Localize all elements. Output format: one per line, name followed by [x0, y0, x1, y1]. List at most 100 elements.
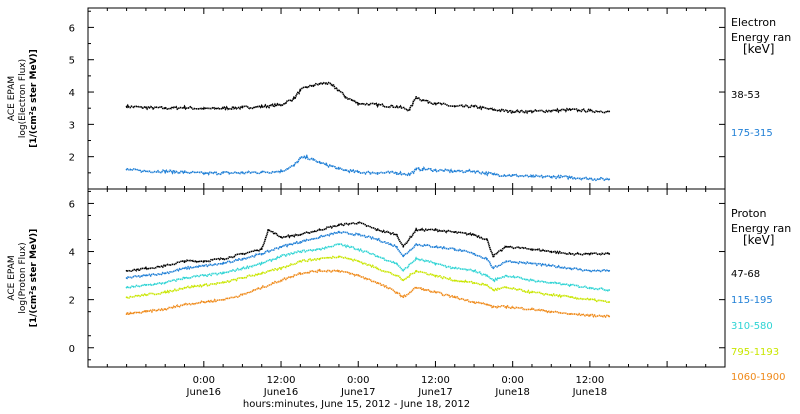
- data-point-38-53: [434, 102, 437, 105]
- data-point-47-68: [569, 253, 572, 255]
- data-point-47-68: [202, 260, 205, 263]
- electron-ylabel-line-3: [1/(cm²s ster MeV)]: [29, 49, 39, 148]
- data-point-175-315: [588, 177, 591, 180]
- data-point-175-315: [331, 165, 334, 168]
- data-point-310-580: [183, 277, 186, 279]
- electron-y-ticks: 2 3 4 5 6: [69, 10, 725, 174]
- data-point-175-315: [292, 164, 295, 167]
- data-point-38-53: [331, 84, 334, 87]
- data-point-1060-1900: [222, 298, 225, 301]
- data-point-38-53: [376, 104, 379, 106]
- data-point-47-68: [267, 228, 270, 231]
- data-point-795-1193: [183, 286, 186, 289]
- data-point-175-315: [145, 170, 147, 173]
- data-point-47-68: [505, 245, 508, 248]
- data-point-115-195: [202, 265, 205, 267]
- data-point-38-53: [473, 105, 475, 108]
- data-point-795-1193: [492, 289, 495, 291]
- proton-y-tick-label: 4: [69, 248, 75, 259]
- data-point-115-195: [492, 267, 495, 270]
- series-115-195: [125, 230, 610, 280]
- data-point-175-315: [125, 168, 128, 171]
- data-point-175-315: [395, 171, 398, 174]
- data-point-310-580: [505, 274, 508, 277]
- data-point-175-315: [350, 170, 353, 173]
- data-point-115-195: [415, 243, 418, 246]
- legend-item-38-53: 38-53: [731, 90, 760, 101]
- data-point-310-580: [395, 262, 398, 265]
- data-point-115-195: [338, 231, 340, 234]
- data-point-115-195: [125, 277, 128, 279]
- data-point-38-53: [357, 102, 360, 105]
- data-point-1060-1900: [125, 313, 128, 315]
- x-tick-day-label: June17: [340, 387, 376, 398]
- data-point-795-1193: [280, 267, 282, 270]
- data-point-47-68: [145, 267, 147, 270]
- data-point-47-68: [395, 233, 398, 236]
- data-point-47-68: [492, 255, 495, 258]
- data-point-47-68: [434, 228, 437, 231]
- data-point-310-580: [125, 286, 128, 289]
- data-point-795-1193: [453, 279, 456, 282]
- data-point-310-580: [415, 257, 418, 260]
- proton-plot-frame: [87, 188, 726, 368]
- data-point-38-53: [280, 104, 282, 106]
- data-point-175-315: [531, 175, 533, 178]
- legend-item-795-1193: 795-1193: [731, 347, 779, 358]
- data-point-1060-1900: [505, 305, 508, 308]
- data-point-795-1193: [395, 274, 398, 277]
- legend-item-175-315: 175-315: [731, 128, 773, 139]
- data-point-38-53: [550, 109, 553, 112]
- electron-plot-frame: [87, 7, 726, 190]
- data-point-1060-1900: [338, 269, 340, 272]
- data-point-795-1193: [241, 277, 244, 279]
- data-point-115-195: [569, 267, 572, 270]
- data-point-47-68: [318, 228, 321, 231]
- electron-legend-title-1: Electron: [731, 16, 776, 29]
- x-tick-day-label: June18: [572, 387, 608, 398]
- data-point-47-68: [357, 221, 360, 224]
- data-point-795-1193: [299, 260, 302, 263]
- data-point-1060-1900: [473, 301, 475, 303]
- electron-y-tick-label: 2: [69, 153, 75, 164]
- data-point-795-1193: [260, 272, 263, 275]
- data-point-175-315: [312, 159, 315, 161]
- data-point-310-580: [453, 267, 456, 270]
- electron-y-tick-label: 5: [69, 56, 75, 67]
- x-tick-day-label: June17: [417, 387, 453, 398]
- data-point-310-580: [588, 286, 591, 289]
- time-axis-ticks: [87, 8, 726, 367]
- series-310-580: [126, 243, 610, 292]
- data-point-175-315: [280, 170, 282, 173]
- electron-y-tick-label: 4: [69, 88, 75, 99]
- proton-ylabel-line-2: log(Proton Flux): [18, 242, 28, 313]
- data-point-175-315: [421, 168, 424, 170]
- data-point-115-195: [473, 253, 475, 255]
- data-point-38-53: [222, 107, 225, 110]
- proton-y-tick-label: 0: [69, 344, 75, 355]
- x-tick-day-label: June16: [186, 387, 222, 398]
- x-tick-time-label: 0:00: [347, 375, 369, 386]
- data-point-47-68: [338, 224, 340, 226]
- electron-y-tick-label: 3: [69, 120, 75, 131]
- data-point-310-580: [569, 284, 572, 287]
- data-point-38-53: [312, 84, 315, 87]
- data-point-47-68: [608, 253, 611, 255]
- data-point-38-53: [395, 105, 398, 108]
- data-point-115-195: [183, 267, 186, 270]
- data-point-38-53: [299, 89, 302, 92]
- proton-legend-title-2: Energy ran: [731, 222, 791, 235]
- data-point-175-315: [299, 157, 302, 160]
- data-point-310-580: [531, 279, 533, 282]
- x-tick-time-label: 0:00: [501, 375, 523, 386]
- data-point-795-1193: [164, 291, 167, 294]
- data-point-310-580: [318, 248, 321, 251]
- legend-item-47-68: 47-68: [731, 269, 760, 280]
- data-point-47-68: [376, 228, 379, 231]
- data-point-38-53: [183, 106, 186, 109]
- data-point-1060-1900: [299, 272, 302, 275]
- legend-item-115-195: 115-195: [731, 295, 773, 306]
- data-point-175-315: [260, 171, 263, 174]
- data-point-310-580: [492, 279, 495, 282]
